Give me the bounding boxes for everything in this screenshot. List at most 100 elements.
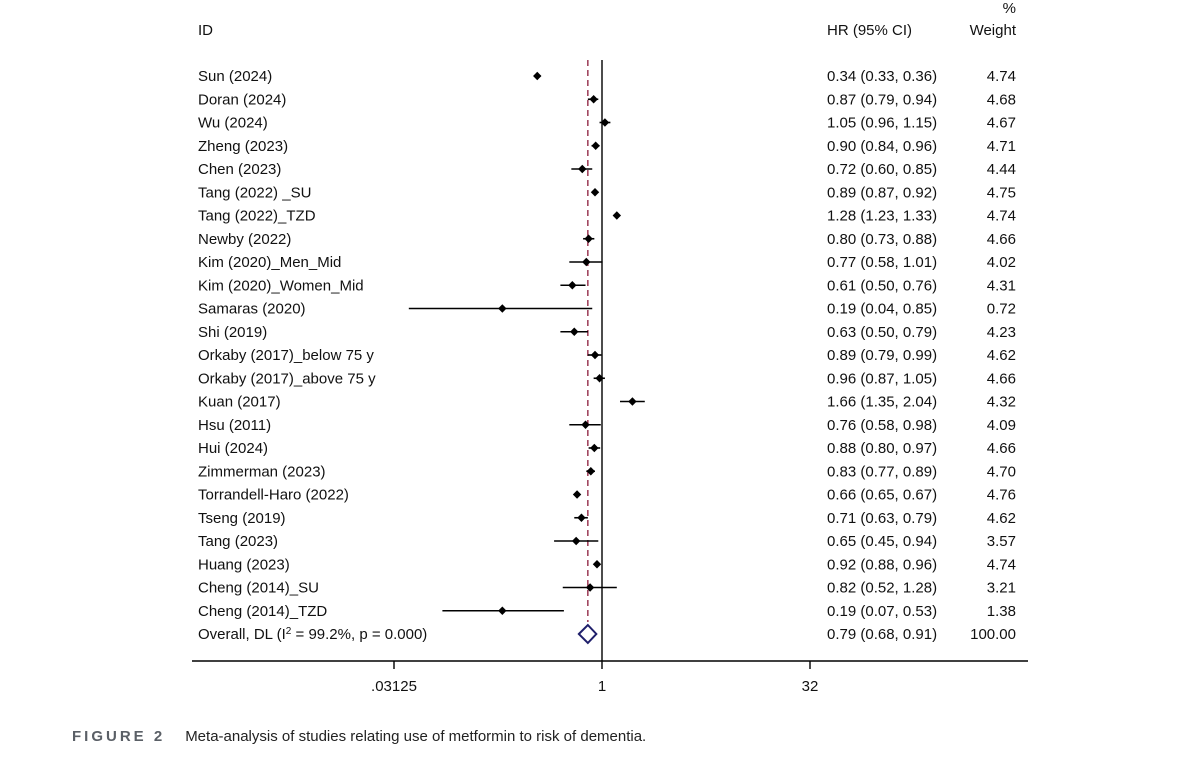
point-estimate-marker bbox=[578, 164, 587, 174]
overall-label: Overall, DL (I2 = 99.2%, p = 0.000) bbox=[198, 626, 427, 644]
study-label: Doran (2024) bbox=[198, 91, 286, 108]
study-label: Samaras (2020) bbox=[198, 301, 306, 318]
overall-diamond bbox=[577, 623, 598, 645]
point-estimate-marker bbox=[592, 560, 602, 569]
hr-ci-value: 0.80 (0.73, 0.88) bbox=[827, 231, 937, 248]
hr-ci-value: 0.90 (0.84, 0.96) bbox=[827, 138, 937, 155]
weight-value: 4.67 bbox=[987, 115, 1016, 132]
point-estimate-marker bbox=[582, 257, 591, 267]
point-estimate-marker bbox=[591, 141, 600, 150]
point-estimate-marker bbox=[586, 467, 596, 476]
weight-value: 4.23 bbox=[987, 324, 1016, 341]
hr-ci-value: 0.88 (0.80, 0.97) bbox=[827, 440, 937, 457]
hr-ci-value: 0.89 (0.79, 0.99) bbox=[827, 347, 937, 364]
point-estimate-marker bbox=[600, 118, 610, 127]
hr-ci-value: 1.66 (1.35, 2.04) bbox=[827, 394, 937, 411]
weight-value: 3.57 bbox=[987, 533, 1016, 550]
hr-column-header: HR (95% CI) bbox=[827, 22, 912, 39]
study-label: Hsu (2011) bbox=[198, 417, 271, 434]
point-estimate-marker bbox=[595, 374, 604, 383]
hr-ci-value: 0.61 (0.50, 0.76) bbox=[827, 277, 937, 294]
overall-hr-ci-value: 0.79 (0.68, 0.91) bbox=[827, 626, 937, 643]
id-column-header: ID bbox=[198, 22, 213, 39]
weight-value: 3.21 bbox=[987, 580, 1016, 597]
study-label: Cheng (2014)_TZD bbox=[198, 603, 327, 620]
weight-value: 4.71 bbox=[987, 138, 1016, 155]
figure-caption: FIGURE 2 Meta-analysis of studies relatin… bbox=[72, 728, 646, 745]
study-label: Wu (2024) bbox=[198, 115, 268, 132]
study-label: Newby (2022) bbox=[198, 231, 291, 248]
overall-weight-value: 100.00 bbox=[970, 626, 1016, 643]
study-label: Tang (2023) bbox=[198, 533, 278, 550]
point-estimate-marker bbox=[612, 211, 622, 220]
x-axis-tick-label: 32 bbox=[802, 678, 819, 695]
point-estimate-marker bbox=[533, 71, 542, 81]
point-estimate-marker bbox=[498, 606, 507, 615]
study-label: Torrandell-Haro (2022) bbox=[198, 487, 349, 504]
point-estimate-marker bbox=[498, 304, 507, 313]
point-estimate-marker bbox=[568, 281, 577, 290]
study-label: Huang (2023) bbox=[198, 556, 290, 573]
hr-ci-value: 0.19 (0.04, 0.85) bbox=[827, 301, 937, 318]
study-label: Kim (2020)_Women_Mid bbox=[198, 277, 364, 294]
hr-ci-value: 1.28 (1.23, 1.33) bbox=[827, 208, 937, 225]
hr-ci-value: 0.34 (0.33, 0.36) bbox=[827, 68, 937, 85]
hr-ci-value: 0.96 (0.87, 1.05) bbox=[827, 370, 937, 387]
x-axis-tick-label: 1 bbox=[598, 678, 606, 695]
study-label: Tang (2022) _SU bbox=[198, 184, 311, 201]
study-label: Tseng (2019) bbox=[198, 510, 286, 527]
study-label: Sun (2024) bbox=[198, 68, 272, 85]
study-label: Zimmerman (2023) bbox=[198, 463, 326, 480]
weight-value: 4.70 bbox=[987, 463, 1016, 480]
weight-value: 4.02 bbox=[987, 254, 1016, 271]
hr-ci-value: 0.71 (0.63, 0.79) bbox=[827, 510, 937, 527]
hr-ci-value: 0.82 (0.52, 1.28) bbox=[827, 580, 937, 597]
study-label: Tang (2022)_TZD bbox=[198, 208, 316, 225]
x-axis-tick-label: .03125 bbox=[371, 678, 417, 695]
weight-value: 4.44 bbox=[987, 161, 1016, 178]
weight-value: 4.66 bbox=[987, 231, 1016, 248]
weight-value: 4.31 bbox=[987, 277, 1016, 294]
weight-value: 4.75 bbox=[987, 184, 1016, 201]
point-estimate-marker bbox=[628, 397, 637, 406]
study-label: Shi (2019) bbox=[198, 324, 267, 341]
hr-ci-value: 0.92 (0.88, 0.96) bbox=[827, 556, 937, 573]
weight-value: 4.09 bbox=[987, 417, 1016, 434]
hr-ci-value: 0.77 (0.58, 1.01) bbox=[827, 254, 937, 271]
figure-number: FIGURE 2 bbox=[72, 728, 166, 745]
weight-value: 4.74 bbox=[987, 208, 1016, 225]
point-estimate-marker bbox=[584, 234, 593, 243]
weight-value: 4.74 bbox=[987, 556, 1016, 573]
hr-ci-value: 0.66 (0.65, 0.67) bbox=[827, 487, 937, 504]
point-estimate-marker bbox=[590, 443, 599, 453]
point-estimate-marker bbox=[572, 490, 582, 499]
point-estimate-marker bbox=[590, 350, 600, 360]
point-estimate-marker bbox=[577, 513, 586, 522]
weight-value: 4.76 bbox=[987, 487, 1016, 504]
weight-header-percent: % bbox=[1003, 0, 1016, 17]
hr-ci-value: 0.65 (0.45, 0.94) bbox=[827, 533, 937, 550]
weight-value: 1.38 bbox=[987, 603, 1016, 620]
study-label: Chen (2023) bbox=[198, 161, 281, 178]
point-estimate-marker bbox=[589, 95, 598, 104]
hr-ci-value: 0.89 (0.87, 0.92) bbox=[827, 184, 937, 201]
hr-ci-value: 1.05 (0.96, 1.15) bbox=[827, 115, 937, 132]
plot-area: Sun (2024) 0.34 (0.33, 0.36) 4.74 Doran (20… bbox=[192, 60, 1028, 695]
point-estimate-marker bbox=[581, 420, 590, 429]
caption-text: Meta-analysis of studies relating use of… bbox=[185, 728, 647, 745]
study-label: Zheng (2023) bbox=[198, 138, 288, 155]
study-label: Kim (2020)_Men_Mid bbox=[198, 254, 341, 271]
study-label: Orkaby (2017)_above 75 y bbox=[198, 370, 376, 387]
point-estimate-marker bbox=[570, 327, 579, 336]
study-label: Hui (2024) bbox=[198, 440, 268, 457]
weight-value: 4.66 bbox=[987, 440, 1016, 457]
hr-ci-value: 0.19 (0.07, 0.53) bbox=[827, 603, 937, 620]
weight-value: 4.68 bbox=[987, 91, 1016, 108]
weight-value: 0.72 bbox=[987, 301, 1016, 318]
hr-ci-value: 0.63 (0.50, 0.79) bbox=[827, 324, 937, 341]
study-label: Orkaby (2017)_below 75 y bbox=[198, 347, 374, 364]
point-estimate-marker bbox=[571, 536, 581, 546]
forest-plot: ID HR (95% CI) % Weight Sun (2024) 0.34 (… bbox=[192, 0, 1028, 695]
hr-ci-value: 0.87 (0.79, 0.94) bbox=[827, 91, 937, 108]
study-label: Cheng (2014)_SU bbox=[198, 580, 319, 597]
